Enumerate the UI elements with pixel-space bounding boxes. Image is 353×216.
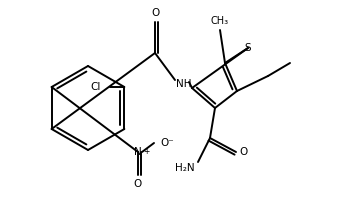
Text: NH: NH	[176, 79, 191, 89]
Text: H₂N: H₂N	[175, 163, 195, 173]
Text: N: N	[134, 147, 142, 157]
Text: +: +	[143, 147, 149, 156]
Text: CH₃: CH₃	[211, 16, 229, 26]
Text: Cl: Cl	[90, 82, 100, 92]
Text: S: S	[245, 43, 251, 53]
Text: O: O	[151, 8, 159, 18]
Text: O⁻: O⁻	[160, 138, 174, 148]
Text: O: O	[239, 147, 247, 157]
Text: O: O	[134, 179, 142, 189]
